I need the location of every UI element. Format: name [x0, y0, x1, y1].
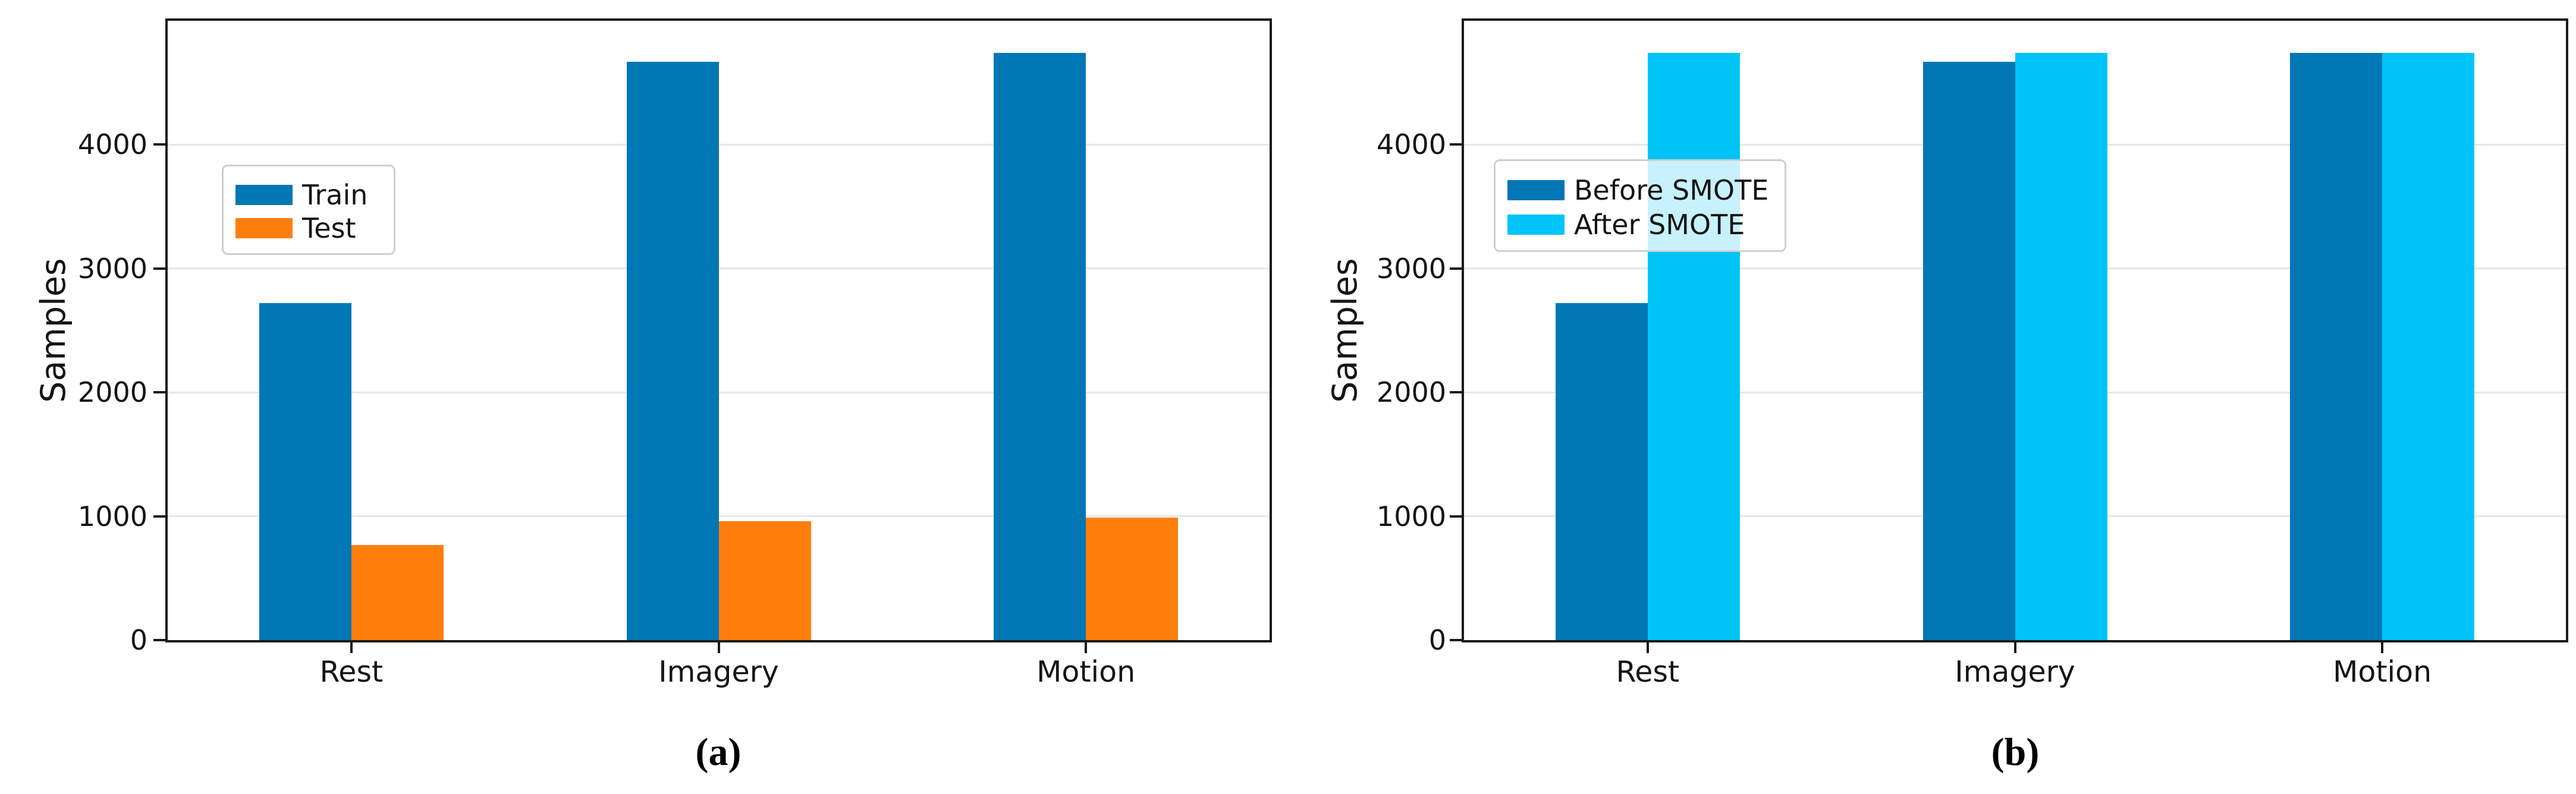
bar-test-imagery: [718, 521, 811, 640]
legend-swatch-train: [235, 185, 293, 205]
legend-swatch-before-smote: [1507, 180, 1565, 200]
y-tick-label-4000: 4000: [77, 128, 147, 161]
legend-label-before-smote: Before SMOTE: [1574, 174, 1769, 206]
legend-swatch-after-smote: [1507, 215, 1565, 235]
bar-after-smote-rest: [1647, 53, 1740, 640]
bar-train-motion: [994, 53, 1086, 640]
bar-before-smote-imagery: [1922, 61, 2015, 640]
y-tick-label-2000: 2000: [77, 376, 147, 409]
y-tick-mark-1000: [153, 515, 165, 518]
y-tick-mark-2000: [153, 391, 165, 394]
y-tick-mark-0: [1450, 639, 1462, 641]
y-tick-mark-3000: [1450, 267, 1462, 270]
x-tick-mark-motion: [2381, 642, 2384, 653]
legend-row: After SMOTE: [1496, 207, 1785, 242]
bar-train-rest: [259, 303, 351, 640]
y-tick-mark-0: [153, 639, 165, 641]
x-tick-label-motion: Motion: [2333, 655, 2432, 689]
bar-before-smote-motion: [2290, 53, 2383, 640]
y-tick-mark-1000: [1450, 515, 1462, 518]
plot-area-a: [165, 18, 1272, 642]
legend-label-after-smote: After SMOTE: [1574, 209, 1745, 241]
x-tick-mark-rest: [350, 642, 353, 653]
legend-a: Train Test: [222, 165, 395, 255]
x-tick-label-imagery: Imagery: [1955, 655, 2075, 689]
y-tick-label-3000: 3000: [77, 252, 147, 285]
y-tick-mark-2000: [1450, 391, 1462, 394]
y-tick-label-0: 0: [130, 624, 147, 656]
caption-a: (a): [695, 730, 742, 774]
y-tick-label-2000: 2000: [1376, 376, 1446, 409]
y-axis-label-b: Samples: [1325, 258, 1365, 403]
x-tick-mark-rest: [1646, 642, 1649, 653]
x-tick-mark-imagery: [2013, 642, 2016, 653]
x-tick-mark-motion: [1085, 642, 1088, 653]
y-tick-label-1000: 1000: [1376, 500, 1446, 533]
y-tick-mark-3000: [153, 267, 165, 270]
x-tick-label-rest: Rest: [319, 655, 384, 689]
gridline-1000: [168, 515, 1270, 518]
legend-label-train: Train: [302, 179, 368, 211]
gridline-4000: [168, 143, 1270, 146]
legend-row: Test: [224, 212, 394, 245]
x-tick-mark-imagery: [717, 642, 720, 653]
plot-area-b: [1462, 18, 2568, 642]
gridline-3000: [168, 267, 1270, 270]
caption-b: (b): [1991, 730, 2040, 774]
y-tick-label-1000: 1000: [77, 500, 147, 533]
y-tick-label-0: 0: [1428, 624, 1446, 656]
y-tick-mark-4000: [153, 143, 165, 146]
legend-row: Before SMOTE: [1496, 173, 1785, 207]
bar-before-smote-rest: [1555, 303, 1648, 640]
bar-after-smote-motion: [2382, 53, 2475, 640]
bar-test-motion: [1086, 517, 1179, 640]
bar-train-imagery: [626, 61, 719, 640]
x-tick-label-rest: Rest: [1616, 655, 1680, 689]
y-axis-label-a: Samples: [34, 258, 73, 403]
y-tick-label-4000: 4000: [1376, 128, 1446, 161]
legend-label-test: Test: [302, 212, 356, 244]
bar-test-rest: [351, 544, 444, 640]
legend-b: Before SMOTE After SMOTE: [1494, 159, 1786, 252]
x-tick-label-motion: Motion: [1036, 655, 1136, 689]
bar-after-smote-imagery: [2015, 53, 2107, 640]
gridline-2000: [168, 391, 1270, 393]
legend-swatch-test: [235, 218, 293, 238]
y-tick-label-3000: 3000: [1376, 252, 1446, 285]
x-tick-label-imagery: Imagery: [658, 655, 779, 689]
legend-row: Train: [224, 178, 394, 212]
y-tick-mark-4000: [1450, 143, 1462, 146]
